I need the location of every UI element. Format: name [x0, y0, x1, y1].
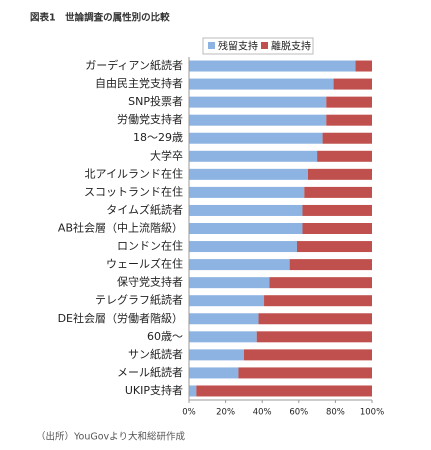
bar-segment — [304, 186, 372, 198]
bar-segment — [189, 367, 239, 379]
bar-segment — [189, 114, 327, 126]
bar-segment — [189, 295, 265, 307]
bar-segment — [189, 150, 318, 162]
bar-segment — [289, 259, 372, 271]
bar-segment — [302, 204, 372, 216]
y-tick-label: AB社会層（中上流階級） — [58, 221, 183, 235]
bar-segment — [189, 349, 244, 361]
x-tick-label: 100% — [360, 408, 384, 418]
y-tick-label: スコットランド在住 — [84, 184, 183, 198]
bar-segment — [333, 78, 372, 90]
y-tick-label: タイムズ紙読者 — [106, 202, 183, 216]
legend-label: 離脱支持 — [271, 40, 311, 53]
y-tick-label: 自由民主党支持者 — [95, 76, 183, 90]
bar-segment — [189, 241, 297, 253]
x-tick-label: 0% — [182, 408, 196, 418]
bar-segment — [189, 132, 323, 144]
legend-box — [202, 37, 314, 55]
bar-segment — [317, 150, 372, 162]
bar-segment — [302, 223, 372, 234]
legend-swatch — [208, 42, 215, 49]
legend-swatch — [261, 42, 268, 49]
y-tick-label: ウェールズ在住 — [106, 257, 183, 271]
bar-segment — [189, 168, 308, 180]
y-tick-label: サン紙読者 — [128, 347, 183, 361]
legend-label: 残留支持 — [218, 40, 258, 53]
bar-segment — [256, 331, 372, 343]
chart-title: 図表1 世論調査の属性別の比較 — [30, 12, 170, 24]
y-tick-label: テレグラフ紙読者 — [95, 293, 183, 307]
x-tick-label: 80% — [326, 408, 345, 418]
bar-segment — [264, 295, 372, 307]
bar-segment — [189, 60, 356, 72]
y-tick-label: 保守党支持者 — [117, 275, 183, 289]
bar-segment — [258, 313, 372, 325]
bar-segment — [326, 114, 372, 126]
bar-segment — [189, 78, 334, 90]
y-tick-label: 18～29歳 — [133, 131, 183, 144]
bar-segment — [189, 331, 257, 343]
y-tick-label: UKIP支持者 — [125, 383, 183, 397]
bar-segment — [243, 349, 372, 361]
bar-segment — [189, 259, 290, 271]
source-note: （出所）YouGovより大和総研作成 — [36, 431, 185, 443]
y-tick-label: 大学卒 — [150, 148, 183, 162]
y-tick-label: ロンドン在住 — [117, 239, 183, 253]
y-tick-label: 労働党支持者 — [117, 112, 183, 126]
y-tick-label: 60歳～ — [147, 330, 183, 343]
bar-segment — [189, 204, 303, 216]
x-tick-label: 20% — [216, 408, 235, 418]
y-tick-label: SNP投票者 — [128, 94, 183, 108]
bar-segment — [307, 168, 372, 180]
bar-segment — [355, 60, 372, 72]
bar-segment — [269, 277, 372, 289]
bar-segment — [189, 186, 305, 198]
y-tick-label: メール紙読者 — [117, 365, 183, 379]
y-tick-label: DE社会層（労働者階級） — [58, 311, 183, 325]
bar-segment — [196, 385, 372, 397]
y-tick-label: ガーディアン紙読者 — [85, 58, 183, 72]
x-tick-label: 60% — [289, 408, 308, 418]
y-tick-label: 北アイルランド在住 — [85, 166, 183, 180]
bar-segment — [189, 223, 303, 234]
bar-segment — [296, 241, 372, 253]
bar-segment — [189, 96, 327, 108]
bar-segment — [322, 132, 372, 144]
bar-segment — [189, 277, 270, 289]
x-tick-label: 40% — [253, 408, 272, 418]
bar-segment — [238, 367, 372, 379]
bar-segment — [189, 385, 197, 397]
bar-segment — [326, 96, 372, 108]
bar-segment — [189, 313, 259, 325]
